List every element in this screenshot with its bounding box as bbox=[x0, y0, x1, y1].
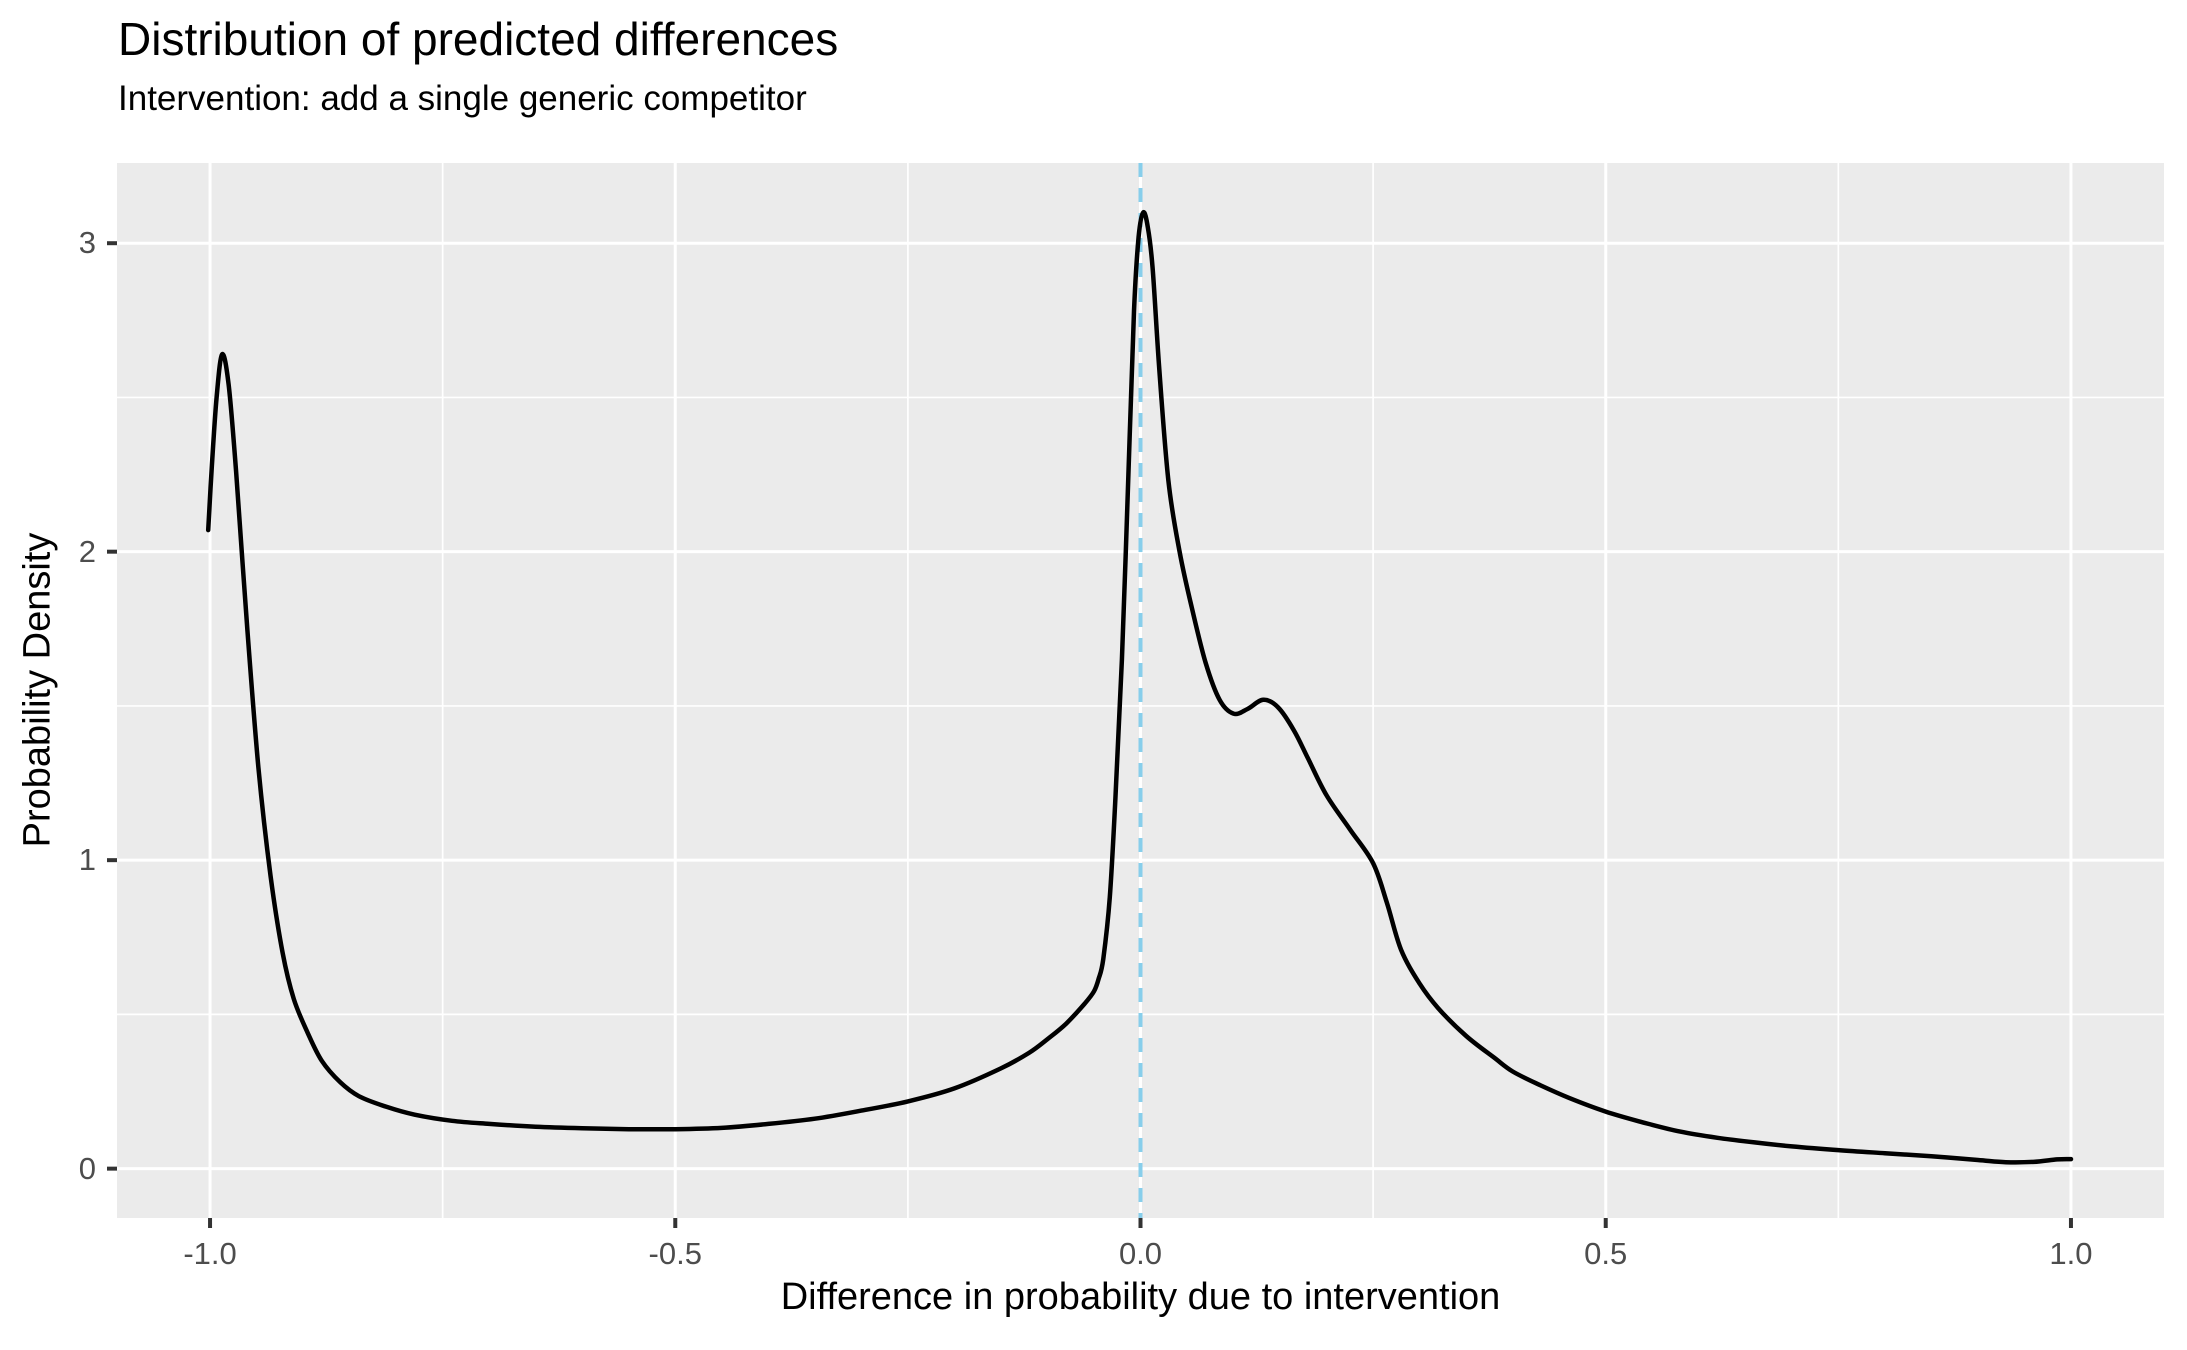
y-tick-label: 2 bbox=[78, 533, 96, 569]
x-tick-label: 0.0 bbox=[1118, 1236, 1163, 1271]
y-axis-title: Probability Density bbox=[16, 532, 59, 848]
x-axis-title: Difference in probability due to interve… bbox=[780, 1276, 1501, 1318]
x-tick-label: 0.5 bbox=[1584, 1236, 1628, 1271]
x-tick-label: -0.5 bbox=[648, 1236, 702, 1271]
y-tick-label: 0 bbox=[78, 1150, 96, 1186]
x-tick-label: 1.0 bbox=[2049, 1236, 2093, 1271]
y-tick-label: 3 bbox=[78, 225, 96, 261]
plot-title: Distribution of predicted differences bbox=[118, 13, 839, 65]
plot-subtitle: Intervention: add a single generic compe… bbox=[118, 79, 807, 118]
x-tick-label: -1.0 bbox=[183, 1236, 237, 1271]
density-curve bbox=[205, 209, 2074, 1165]
y-tick-label: 1 bbox=[78, 842, 96, 878]
